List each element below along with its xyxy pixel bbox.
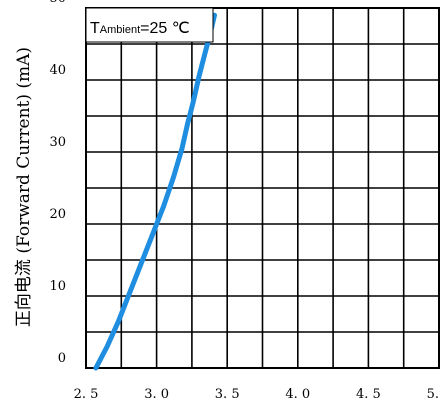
y-tick-labels: 0 10 20 30 40 50	[49, 0, 66, 366]
x-tick-label: 4. 5	[356, 387, 381, 402]
y-tick-label: 20	[49, 207, 66, 222]
y-axis-label: 正向电流 (Forward Current) (mA)	[14, 47, 34, 327]
y-tick-label: 40	[49, 63, 66, 78]
y-tick-label: 10	[49, 279, 66, 294]
x-tick-labels: 2. 5 3. 0 3. 5 4. 0 4. 5 5. 0	[74, 387, 441, 402]
series-line	[93, 12, 217, 371]
y-tick-label: 50	[49, 0, 66, 6]
x-tick-label: 5. 0	[427, 387, 441, 402]
annotation-main: T	[90, 20, 100, 37]
annotation-rest: =25 ℃	[140, 20, 190, 37]
y-tick-label: 30	[49, 135, 66, 150]
y-tick-label: 0	[58, 351, 66, 366]
annotation-text: TAmbient=25 ℃	[90, 20, 190, 37]
plot-frame	[85, 7, 440, 369]
plot-border	[85, 7, 440, 369]
x-tick-label: 2. 5	[74, 387, 99, 402]
grid-lines	[86, 8, 439, 368]
annotation-box	[85, 7, 214, 43]
x-tick-label: 4. 0	[285, 387, 310, 402]
series-group	[93, 12, 217, 371]
x-tick-label: 3. 0	[144, 387, 169, 402]
annotation-sub: Ambient	[100, 24, 140, 36]
x-tick-label: 3. 5	[215, 387, 240, 402]
